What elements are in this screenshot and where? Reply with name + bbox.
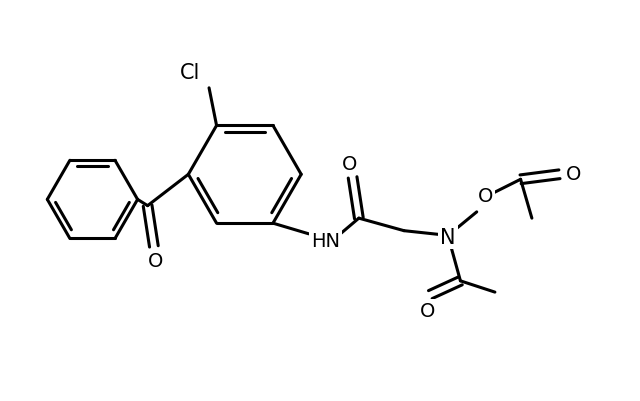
Text: Cl: Cl (180, 63, 200, 83)
Text: O: O (342, 155, 357, 174)
Text: O: O (478, 186, 493, 206)
Text: N: N (440, 227, 456, 247)
Text: O: O (420, 301, 435, 320)
Text: O: O (147, 251, 163, 270)
Text: HN: HN (311, 231, 340, 250)
Text: O: O (566, 164, 581, 183)
